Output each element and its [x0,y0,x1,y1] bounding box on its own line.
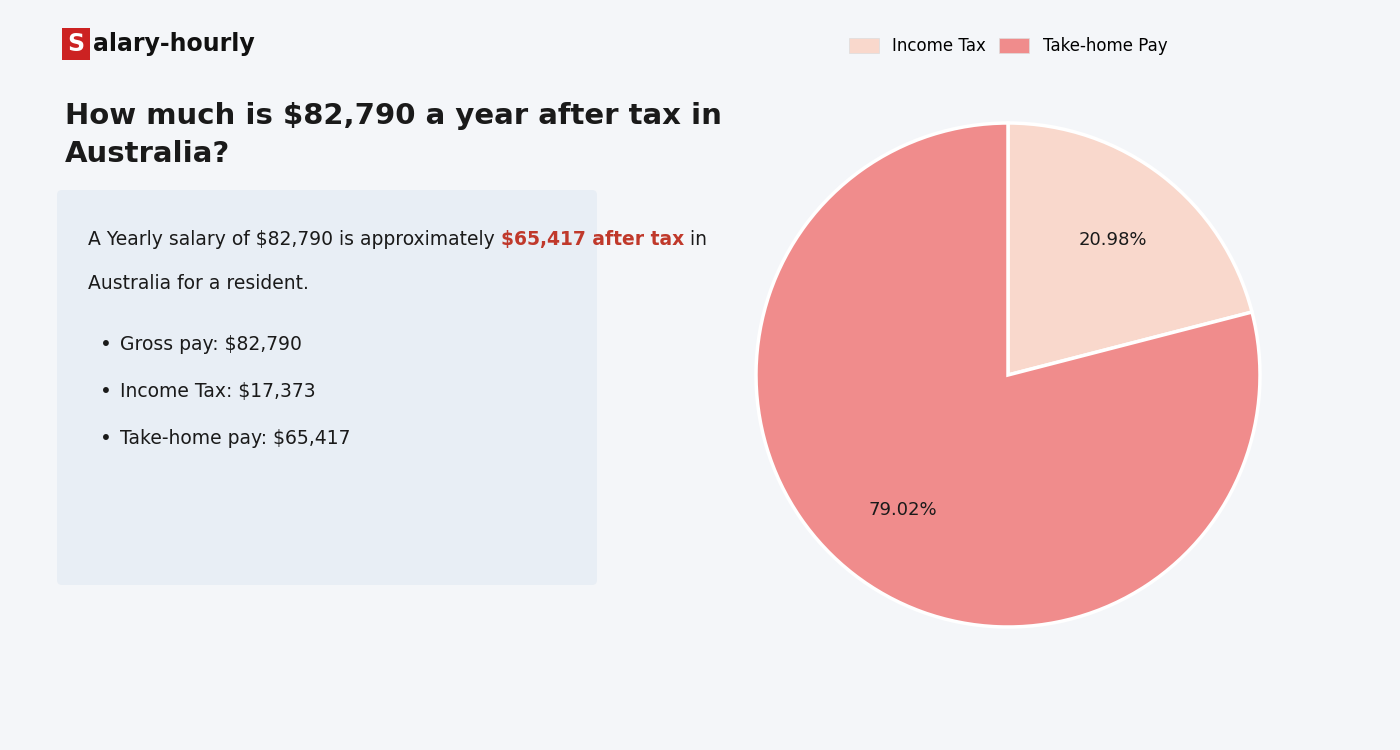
Legend: Income Tax, Take-home Pay: Income Tax, Take-home Pay [841,31,1175,62]
Text: Australia?: Australia? [64,140,230,168]
Text: A Yearly salary of $82,790 is approximately: A Yearly salary of $82,790 is approximat… [88,230,501,249]
Text: alary-hourly: alary-hourly [92,32,255,56]
Wedge shape [756,123,1260,627]
Text: Gross pay: $82,790: Gross pay: $82,790 [120,335,302,354]
Text: Australia for a resident.: Australia for a resident. [88,274,309,293]
Text: How much is $82,790 a year after tax in: How much is $82,790 a year after tax in [64,102,722,130]
FancyBboxPatch shape [57,190,596,585]
Text: 20.98%: 20.98% [1078,230,1147,248]
Text: 79.02%: 79.02% [869,502,938,520]
Text: Take-home pay: $65,417: Take-home pay: $65,417 [120,429,350,448]
Text: •: • [99,335,112,354]
Text: •: • [99,382,112,401]
Wedge shape [1008,123,1252,375]
Text: $65,417 after tax: $65,417 after tax [501,230,685,249]
Text: $65,417 after tax: $65,417 after tax [501,230,685,249]
Text: •: • [99,429,112,448]
FancyBboxPatch shape [62,28,90,60]
Text: in: in [685,230,707,249]
Text: Income Tax: $17,373: Income Tax: $17,373 [120,382,315,401]
Text: S: S [67,32,84,56]
